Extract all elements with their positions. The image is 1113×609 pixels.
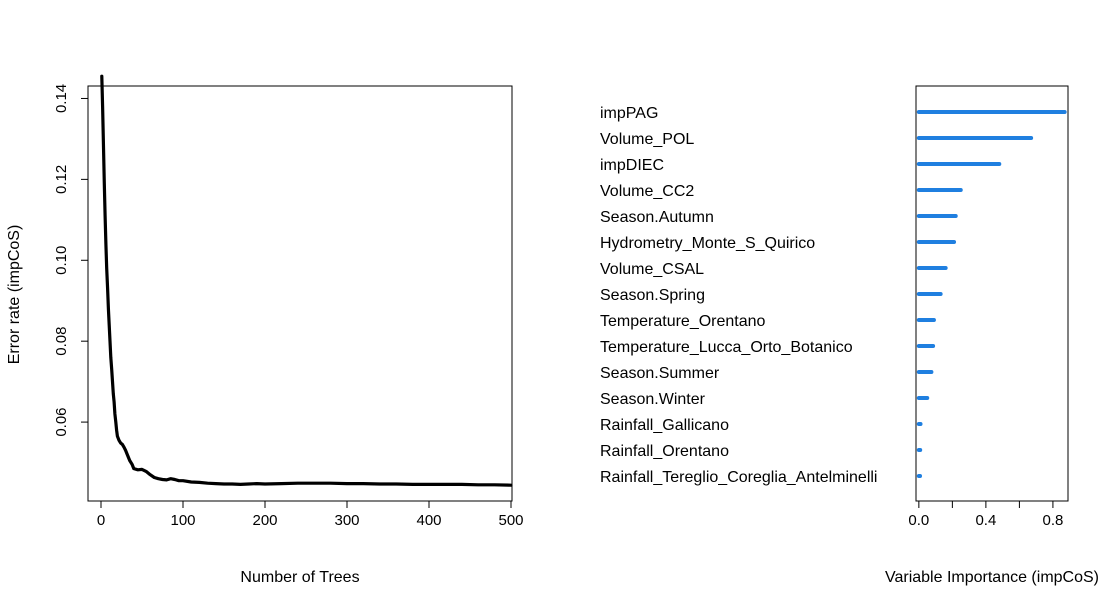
category-label: Temperature_Lucca_Orto_Botanico xyxy=(600,339,853,356)
category-label: Season.Winter xyxy=(600,391,706,408)
category-label: Volume_POL xyxy=(600,131,694,148)
y-axis: 0.06 0.08 0.10 0.12 0.14 Error rate (impCoS) xyxy=(6,84,89,437)
category-label: Temperature_Orentano xyxy=(600,313,766,330)
y-tick-label: 0.06 xyxy=(53,407,70,436)
category-label: impDIEC xyxy=(600,157,664,174)
y-tick-label: 0.10 xyxy=(53,246,70,275)
category-label: Rainfall_Tereglio_Coreglia_Antelminelli xyxy=(600,469,877,486)
x-axis: 0 100 200 300 400 500 Number of Trees xyxy=(97,500,524,586)
category-label: Season.Autumn xyxy=(600,209,714,226)
plot-frame xyxy=(87,85,513,502)
x-axis-title: Number of Trees xyxy=(240,569,359,586)
error-rate-line xyxy=(100,74,513,487)
x-tick-label: 400 xyxy=(416,512,441,529)
category-label: Rainfall_Orentano xyxy=(600,443,729,460)
category-label: Season.Spring xyxy=(600,287,705,304)
category-label: Volume_CSAL xyxy=(600,261,704,278)
category-label: impPAG xyxy=(600,105,658,122)
y-axis-title: Error rate (impCoS) xyxy=(6,225,23,365)
x-tick-label: 200 xyxy=(252,512,277,529)
y-tick-label: 0.12 xyxy=(53,165,70,194)
y-tick-label: 0.14 xyxy=(53,84,70,113)
x-tick-label: 0.8 xyxy=(1042,512,1063,529)
x-axis: 0.0 0.4 0.8 Variable Importance (impCoS) xyxy=(885,500,1099,586)
x-tick-label: 0.0 xyxy=(908,512,929,529)
x-tick-label: 0 xyxy=(97,512,105,529)
x-tick-label: 100 xyxy=(170,512,195,529)
category-label: Hydrometry_Monte_S_Quirico xyxy=(600,235,815,252)
y-tick-label: 0.08 xyxy=(53,327,70,356)
category-label: Season.Summer xyxy=(600,365,720,382)
variable-importance-chart: 0.0 0.4 0.8 Variable Importance (impCoS) imp… xyxy=(600,85,1099,586)
category-label: Volume_CC2 xyxy=(600,183,694,200)
category-label: Rainfall_Gallicano xyxy=(600,417,729,434)
x-tick-label: 500 xyxy=(498,512,523,529)
x-tick-label: 300 xyxy=(334,512,359,529)
x-tick-label: 0.4 xyxy=(975,512,996,529)
x-axis-title: Variable Importance (impCoS) xyxy=(885,569,1099,586)
